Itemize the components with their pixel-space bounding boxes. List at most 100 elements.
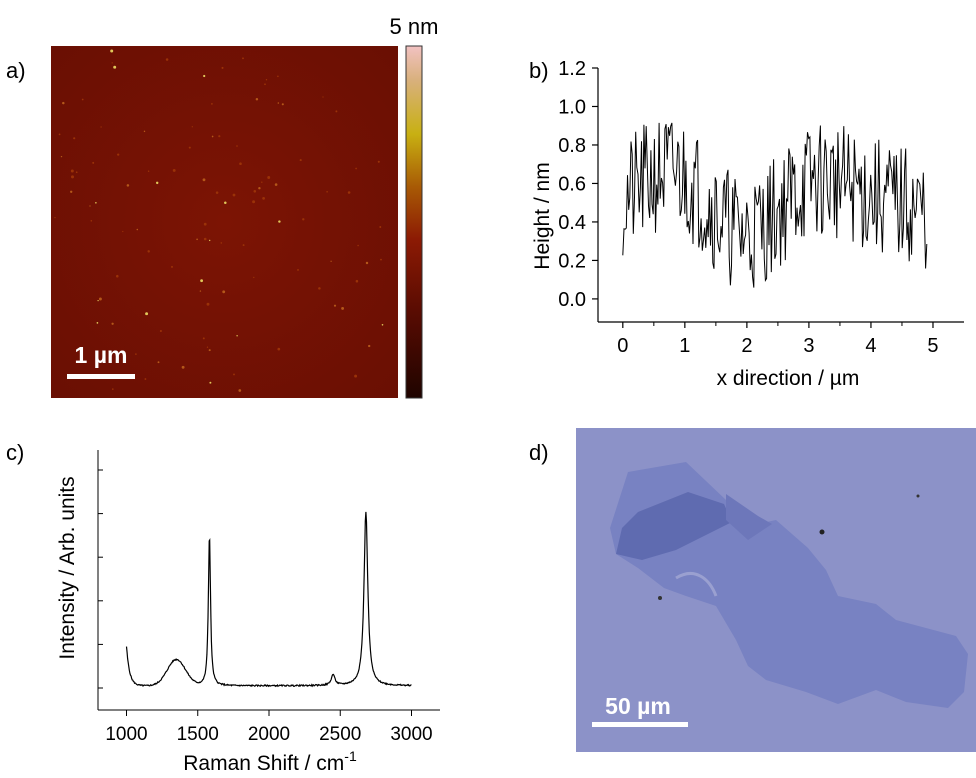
y-tick-label: 1.0 <box>558 96 586 118</box>
x-tick-label: 3 <box>803 335 814 357</box>
afm-particle <box>171 266 173 268</box>
afm-particle <box>380 259 382 261</box>
scalebar-line <box>67 374 135 379</box>
afm-particle <box>216 191 219 194</box>
height-profile-chart: 0.0 0.2 0.4 0.6 0.8 1.0 1.2 0 1 2 3 4 5 x direction … <box>520 40 976 400</box>
scalebar-label: 50 µm <box>605 693 671 719</box>
panel-label-c: c) <box>6 440 24 466</box>
afm-particle <box>73 137 75 139</box>
afm-particle <box>378 161 380 163</box>
y-tick-label: 0.2 <box>558 250 586 272</box>
colorbar-max-label: 5 nm <box>390 14 439 39</box>
y-tick-label: 0.4 <box>558 212 586 234</box>
afm-particle <box>203 75 205 77</box>
afm-particle <box>70 191 72 193</box>
y-axis-label: Intensity / Arb. units <box>56 476 79 659</box>
afm-particle <box>100 126 101 127</box>
afm-particle <box>112 388 114 390</box>
afm-particle <box>278 102 280 104</box>
afm-particle <box>267 176 270 179</box>
afm-particle <box>116 275 119 278</box>
afm-particle <box>204 238 207 241</box>
raman-spectrum-chart: 1000 1500 2000 2500 3000 Raman Shift / cm-1 … <box>40 440 480 778</box>
x-tick-label: 4 <box>865 335 876 357</box>
afm-particle <box>366 262 368 264</box>
afm-particle <box>356 280 359 283</box>
afm-particle <box>97 322 99 324</box>
x-tick-label: 2 <box>741 335 752 357</box>
afm-particle <box>144 378 146 380</box>
y-tick-label: 0.6 <box>558 173 586 195</box>
afm-particle <box>203 337 205 339</box>
colorbar <box>406 46 422 398</box>
afm-particle <box>209 240 210 241</box>
afm-particle <box>207 303 210 306</box>
afm-particle <box>261 181 262 182</box>
afm-height-image: 5 nm 1 µm <box>0 0 470 410</box>
afm-particle <box>182 366 185 369</box>
afm-particle <box>145 312 148 315</box>
afm-particle <box>220 242 222 244</box>
x-tick-label: 2500 <box>319 724 361 745</box>
afm-particle <box>222 290 225 293</box>
afm-particle <box>258 187 260 189</box>
afm-particle <box>355 168 357 170</box>
afm-particle <box>341 307 344 310</box>
afm-particle <box>211 103 213 105</box>
afm-particle <box>91 220 93 222</box>
afm-particle <box>207 347 208 348</box>
panel-label-d: d) <box>529 440 549 466</box>
afm-particle <box>173 169 176 172</box>
afm-particle <box>117 153 119 155</box>
debris-dot <box>917 495 920 498</box>
afm-particle <box>275 183 278 186</box>
afm-particle <box>89 205 90 206</box>
debris-dot <box>820 530 825 535</box>
afm-particle <box>354 375 357 378</box>
afm-particle <box>322 96 323 97</box>
afm-particle <box>192 126 193 127</box>
afm-particle <box>137 229 139 231</box>
y-tick-label: 0.0 <box>558 289 586 311</box>
scalebar-label: 1 µm <box>75 342 128 368</box>
afm-particle <box>61 156 62 157</box>
raman-spectrum-line <box>127 512 412 686</box>
debris-dot <box>658 596 662 600</box>
afm-particle <box>264 83 266 85</box>
scalebar-line <box>592 722 688 727</box>
afm-particle <box>218 135 220 137</box>
x-tick-label: 1 <box>679 335 690 357</box>
x-axis-label-superscript: -1 <box>344 748 357 764</box>
afm-particle <box>253 277 254 278</box>
afm-particle <box>111 323 113 325</box>
afm-particle <box>122 231 123 232</box>
afm-particle <box>200 290 201 291</box>
x-axis-label: Raman Shift / cm-1 <box>183 748 357 775</box>
x-tick-label: 0 <box>617 335 628 357</box>
afm-particle <box>209 349 211 351</box>
afm-particle <box>196 238 198 240</box>
afm-particle <box>212 136 214 138</box>
afm-particle <box>236 145 238 147</box>
afm-particle <box>238 389 241 392</box>
afm-particle <box>239 162 242 165</box>
afm-particle <box>200 279 203 282</box>
afm-particle <box>224 201 227 204</box>
afm-particle <box>252 200 255 203</box>
afm-particle <box>302 218 304 220</box>
afm-particle <box>144 131 145 132</box>
afm-particle <box>254 190 257 193</box>
afm-particle <box>326 191 328 193</box>
afm-particle <box>166 58 169 61</box>
afm-particle <box>160 330 162 332</box>
afm-particle <box>357 245 359 247</box>
afm-particle <box>368 345 370 347</box>
afm-particle <box>71 170 74 173</box>
afm-particle <box>233 373 235 375</box>
afm-particle <box>99 298 102 301</box>
x-tick-label: 5 <box>927 335 938 357</box>
afm-particle <box>243 244 245 246</box>
afm-particle <box>278 220 280 222</box>
afm-particle <box>282 103 284 105</box>
afm-particle <box>379 226 381 228</box>
